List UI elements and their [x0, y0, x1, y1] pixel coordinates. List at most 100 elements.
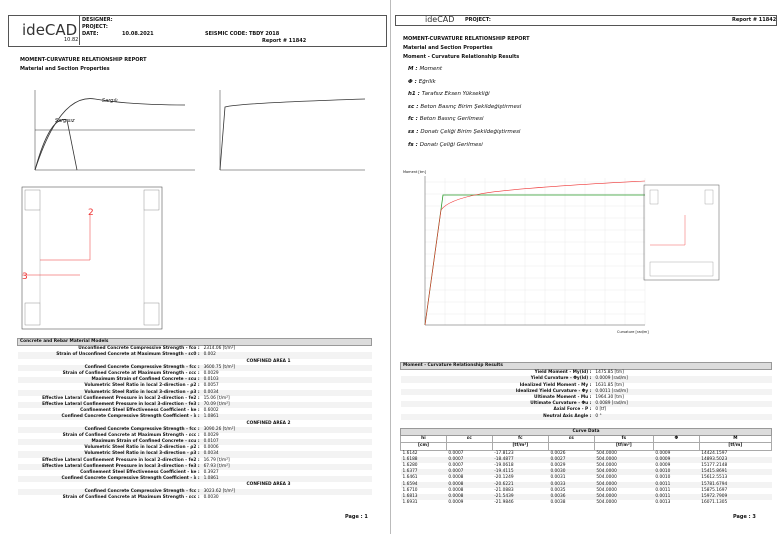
table-row: Confined Concrete Compressive Strength -…	[17, 364, 372, 371]
row-value: 0.0034	[203, 389, 219, 395]
row-label: Strain of Unconfined Concrete at Maximum…	[56, 352, 200, 358]
table-row: Ultimate Curvature - Φu :0.0089 [rad/m]	[400, 401, 772, 408]
row-label: Yield Curvature - Φy(ld) :	[530, 376, 592, 382]
page-3: ideCAD PROJECT: Report # 11842 MOMENT-CU…	[395, 0, 783, 534]
table-row: Strain of Unconfined Concrete at Maximum…	[17, 352, 372, 359]
legend-text: Donatı Çeliği Gerilmesi	[419, 141, 483, 148]
legend-symbol: M	[408, 66, 414, 72]
table-row: Volumetric Steel Ratio in local 2-direct…	[18, 445, 372, 451]
legend-text: Beton Basınç Birim Şekildeğiştirmesi	[420, 103, 522, 110]
table-row: Confined Concrete Compressive Strength -…	[17, 426, 372, 433]
cell: 0.0009	[448, 500, 464, 506]
cell: -20.6221	[494, 481, 514, 487]
table-row: Confinement Steel Effectiveness Coeffici…	[18, 470, 372, 476]
column-header: fs	[593, 435, 654, 444]
legend-text: Beton Basınç Gerilmesi	[419, 116, 484, 123]
row-value: 0.0034	[203, 451, 219, 457]
column-header: εc	[445, 435, 493, 444]
cell: 504.0000	[596, 500, 617, 506]
section-heading: CONFINED AREA 1	[246, 358, 291, 364]
row-value: 0 °	[595, 413, 602, 419]
row-label: Neutral Axis Angle :	[543, 413, 592, 419]
legend-symbol: Φ	[408, 78, 413, 85]
row-label: Ultimate Moment - Mu :	[534, 395, 592, 401]
cell: 0.0027	[550, 456, 566, 462]
row-value: 0.0006	[203, 445, 219, 451]
table-row: 1.6280 0.0007 -19.0618 0.0029 504.0000 0.0009…	[401, 463, 772, 469]
cell: 504.0000	[596, 450, 617, 456]
cell: 0.0008	[448, 493, 464, 499]
table-row: Confined Concrete Compressive Strength C…	[17, 476, 372, 483]
cell: 504.0000	[596, 487, 617, 493]
cell: 1.6142	[402, 450, 418, 456]
legend-separator: :	[415, 91, 422, 98]
cell: 0.0035	[550, 487, 566, 493]
cell: 0.0011	[655, 493, 671, 499]
cell: 14424.1597	[701, 450, 728, 456]
table-row: Maximum Strain of Confined Concrete - εc…	[17, 377, 372, 384]
legend-symbol: fc	[408, 116, 414, 123]
legend-separator: :	[413, 66, 420, 72]
page-separator	[390, 0, 391, 534]
confined-label: Sargılı	[102, 98, 118, 104]
cell: 504.0000	[596, 469, 617, 475]
row-value: 0.0107	[203, 439, 219, 445]
row-value: 3023.62 [t/m²]	[203, 488, 236, 494]
row-value: 1.0861	[203, 414, 219, 420]
section-heading: CONFINED AREA 2	[246, 420, 291, 426]
legend-text: Tarafsız Eksen Yüksekliği	[421, 91, 490, 98]
cell: 504.0000	[596, 493, 617, 499]
table-title: Moment - Curvature Relationship Results	[400, 361, 772, 371]
legend-item: h1 : Tarafsız Eksen Yüksekliği	[408, 91, 521, 97]
row-value: 1631.85 [tm]	[595, 382, 624, 388]
material-graphs	[34, 90, 366, 171]
table-title: Concrete and Rebar Material Models	[17, 337, 372, 347]
page-number: Page : 1	[345, 514, 368, 520]
row-label: Axial Force - P :	[553, 407, 592, 413]
row-value: 70.09 [t/m²]	[203, 401, 230, 407]
row-label: Confined Concrete Compressive Strength C…	[61, 414, 200, 420]
subtitle: Moment - Curvature Relationship Results	[403, 54, 520, 60]
legend-symbol: εs	[408, 128, 415, 135]
legend-item: M : Moment	[408, 66, 521, 72]
moment-curvature-chart	[424, 176, 720, 326]
table-row: 1.6931 0.0009 -21.9846 0.0038 504.0000 0.0013…	[401, 500, 772, 506]
row-value: 0.3927	[203, 470, 219, 476]
x-axis-label: Curvature [rad/m]	[617, 330, 649, 334]
cell: 1.6280	[402, 463, 418, 469]
row-label: Idealized Yield Curvature - Φy :	[515, 388, 592, 394]
cell: 0.0009	[655, 456, 671, 462]
legend-separator: :	[414, 128, 421, 135]
column-header: [tf/m²]	[491, 442, 549, 451]
column-header: M	[698, 435, 773, 444]
cell: 0.0010	[655, 469, 671, 475]
legend-item: εc : Beton Basınç Birim Şekildeğiştirmes…	[408, 104, 521, 110]
legend: M : Moment Φ : Eğrilik h1 : Tarafsız Eksen…	[408, 66, 521, 154]
row-label: Strain of Confined Concrete at Maximum S…	[62, 371, 200, 377]
header-row: hi εc fc εs fs Φ M	[400, 435, 773, 444]
table-row: 1.6813 0.0008 -21.5439 0.0036 504.0000 0.0011…	[400, 493, 772, 501]
cell: 504.0000	[596, 456, 617, 462]
table-row: Strain of Confined Concrete at Maximum S…	[18, 495, 372, 501]
table-row: CONFINED AREA 2	[18, 420, 372, 426]
table-title-row: Curve Data	[400, 427, 772, 437]
cell: 0.0009	[655, 450, 671, 456]
cell: 0.0008	[448, 487, 464, 493]
legend-item: Φ : Eğrilik	[408, 79, 521, 85]
row-label: Confinement Steel Effectiveness Coeffici…	[80, 470, 200, 476]
legend-item: fs : Donatı Çeliği Gerilmesi	[408, 142, 521, 148]
legend-symbol: h1	[408, 91, 416, 98]
page-number: Page : 3	[733, 514, 756, 520]
column-header: hi	[400, 435, 447, 444]
seismic-code: SEISMIC CODE: TBDY 2018	[205, 31, 280, 37]
table-title: Curve Data	[400, 427, 772, 437]
cell: 1.6461	[402, 475, 418, 481]
cell: 16071.1305	[701, 500, 728, 506]
cell: 504.0000	[596, 463, 617, 469]
results-table: Moment - Curvature Relationship Results Y…	[400, 361, 772, 420]
cell: 0.0013	[655, 500, 671, 506]
table-row: 1.6377 0.0007 -19.4115 0.0030 504.0000 0.0010…	[400, 469, 772, 476]
designer-label: DESIGNER:	[82, 17, 113, 23]
table-row: Confinement Steel Effectiveness Coeffici…	[18, 408, 372, 414]
